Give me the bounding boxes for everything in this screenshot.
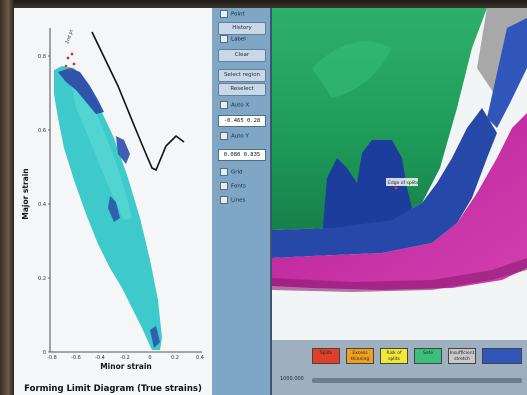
- legend-insufficient-stretch: Insufficient stretch: [448, 348, 476, 364]
- x-tick-label: -0.4: [95, 355, 105, 361]
- strain-point-cloud: [54, 52, 162, 350]
- fonts-checkbox[interactable]: [220, 182, 228, 190]
- select-region-button[interactable]: Select region: [218, 69, 266, 82]
- y-tick-label: 0.2: [38, 276, 46, 282]
- y-tick-label: 0.6: [38, 128, 46, 134]
- auto-x-option[interactable]: Auto X: [220, 101, 266, 110]
- label-option-label: Label: [231, 36, 246, 43]
- lines-checkbox[interactable]: [220, 196, 228, 204]
- y-ticks: 0 0.2 0.4 0.6 0.8: [38, 54, 50, 356]
- point-checkbox[interactable]: [220, 10, 228, 18]
- legend-risk-of-splits: Risk of splits: [380, 348, 408, 364]
- clear-button-label: Clear: [234, 52, 250, 58]
- progress-slider[interactable]: [312, 378, 522, 383]
- legend-blue: [482, 348, 522, 364]
- legend-excess-thinning: Excess thinning: [346, 348, 374, 364]
- x-tick-label: -0.8: [47, 355, 57, 361]
- fld-chart: 0 0.2 0.4 0.6 0.8 -0.8 -0.6 -0.4 -0.2 0 …: [21, 28, 204, 371]
- point-option[interactable]: Point: [220, 10, 266, 19]
- legend-label: Excess thinning: [350, 351, 370, 362]
- part-render: Edge of splits: [272, 8, 527, 348]
- legend-safe: Safe: [414, 348, 442, 364]
- forming-limit-curve: [91, 31, 185, 172]
- y-tick-label: 0.4: [38, 202, 46, 208]
- legend-label: Risk of splits: [386, 351, 402, 362]
- blue-band-region: [272, 108, 497, 258]
- top-frame: [0, 0, 527, 8]
- annotation-label: Edge of splits: [388, 180, 419, 186]
- legend-label: Insufficient stretch: [449, 351, 475, 362]
- thinned-bump-region: [322, 140, 412, 238]
- clear-button[interactable]: Clear: [218, 49, 266, 62]
- fonts-option[interactable]: Fonts: [220, 182, 266, 191]
- progress-value: 1000.000: [280, 376, 304, 382]
- forming-limit-diagram-panel: 0 0.2 0.4 0.6 0.8 -0.8 -0.6 -0.4 -0.2 0 …: [14, 8, 212, 395]
- point-label: 2nd pt: [64, 29, 75, 45]
- auto-y-option[interactable]: Auto Y: [220, 132, 266, 141]
- y-tick-label: 0.8: [38, 54, 46, 60]
- reselect-button[interactable]: Reselect: [218, 83, 266, 96]
- legend-splits: Splits: [312, 348, 340, 364]
- fonts-label: Fonts: [231, 183, 246, 190]
- point-option-label: Point: [231, 11, 245, 18]
- chart-title: Forming Limit Diagram (True strains): [24, 384, 202, 394]
- history-button[interactable]: History: [218, 22, 266, 35]
- panel-separator[interactable]: [270, 8, 272, 395]
- grid-option[interactable]: Grid: [220, 168, 266, 177]
- auto-y-checkbox[interactable]: [220, 132, 228, 140]
- auto-y-label: Auto Y: [231, 133, 249, 140]
- 3d-viewport[interactable]: Edge of splits: [272, 8, 527, 348]
- y-range-field[interactable]: 0.080 0.835: [218, 149, 266, 161]
- split-marker: [394, 186, 398, 190]
- x-tick-label: 0.2: [171, 355, 179, 361]
- x-tick-label: -0.6: [71, 355, 81, 361]
- x-range-field[interactable]: -0.465 0.28: [218, 115, 266, 127]
- reselect-label: Reselect: [230, 86, 254, 92]
- lines-label: Lines: [231, 197, 246, 204]
- lines-option[interactable]: Lines: [220, 196, 266, 205]
- magenta-surface: [272, 113, 527, 290]
- label-option[interactable]: Label: [220, 35, 266, 44]
- y-tick-label: 0: [43, 350, 46, 356]
- y-axis-label: Major strain: [21, 168, 30, 219]
- x-ticks: -0.8 -0.6 -0.4 -0.2 0 0.2 0.4: [47, 355, 204, 361]
- grid-label: Grid: [231, 169, 243, 176]
- x-axis-label: Minor strain: [100, 362, 152, 371]
- label-checkbox[interactable]: [220, 35, 228, 43]
- legend-label: Splits: [319, 351, 333, 356]
- x-tick-label: 0: [148, 355, 151, 361]
- left-frame: [0, 0, 14, 395]
- grid-checkbox[interactable]: [220, 168, 228, 176]
- x-tick-label: -0.2: [120, 355, 130, 361]
- control-panel: Point History Label Clear Select region …: [212, 8, 270, 395]
- select-region-label: Select region: [223, 72, 261, 78]
- blue-edge-region: [487, 18, 527, 128]
- legend-bar: Splits Excess thinning Risk of splits Sa…: [272, 340, 527, 395]
- auto-x-label: Auto X: [231, 102, 250, 109]
- history-button-label: History: [232, 25, 252, 31]
- x-tick-label: 0.4: [196, 355, 204, 361]
- auto-x-checkbox[interactable]: [220, 101, 228, 109]
- legend-label: Safe: [423, 351, 433, 356]
